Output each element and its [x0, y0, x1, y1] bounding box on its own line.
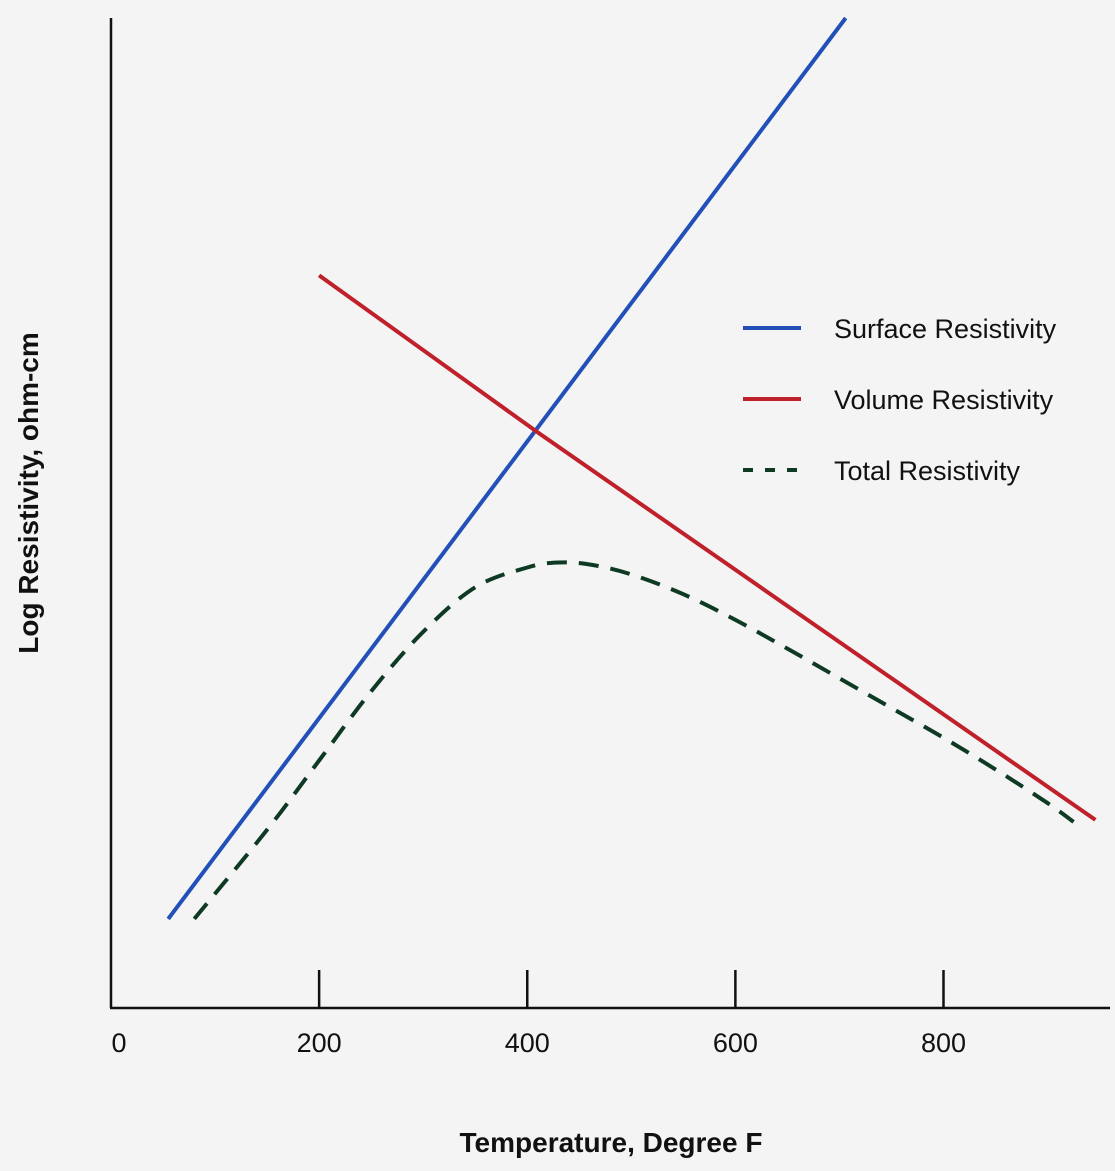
- x-tick-label-400: 400: [505, 1028, 550, 1058]
- x-tick-label-0: 0: [111, 1028, 126, 1058]
- x-axis-title: Temperature, Degree F: [460, 1127, 763, 1158]
- x-tick-labels: 0 200 400 600 800: [111, 1028, 966, 1058]
- x-tick-label-800: 800: [921, 1028, 966, 1058]
- legend-label-surface-resistivity: Surface Resistivity: [834, 314, 1057, 344]
- x-ticks: [317, 970, 945, 1008]
- x-tick-label-600: 600: [713, 1028, 758, 1058]
- axes: [109, 18, 1110, 1010]
- y-axis-title: Log Resistivity, ohm-cm: [13, 332, 44, 654]
- x-tick-label-200: 200: [297, 1028, 342, 1058]
- series-total-resistivity-line: [192, 560, 1075, 921]
- legend: Surface Resistivity Volume Resistivity Tot…: [743, 314, 1057, 486]
- series-layer: [166, 16, 1097, 921]
- legend-label-volume-resistivity: Volume Resistivity: [834, 385, 1054, 415]
- series-volume-resistivity-line: [317, 273, 1097, 822]
- series-surface-resistivity-line: [166, 16, 848, 921]
- legend-label-total-resistivity: Total Resistivity: [834, 456, 1021, 486]
